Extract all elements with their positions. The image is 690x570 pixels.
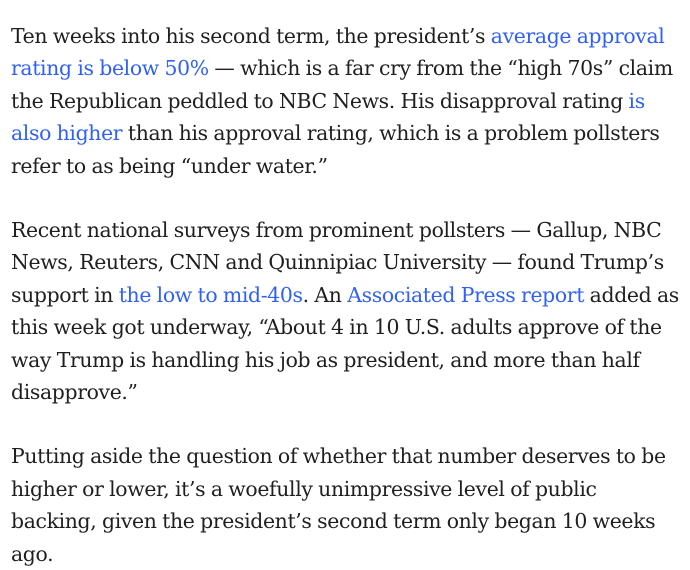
paragraph-text: Ten weeks into his second term, the pres… — [11, 24, 491, 48]
link-disapproval-higher[interactable]: is also higher — [11, 88, 645, 146]
paragraph-text: added as this week got underway, “About … — [11, 282, 679, 405]
paragraph-text: . An — [302, 282, 348, 307]
link-average-approval-rating[interactable]: average approval rating is below 50% — [11, 24, 665, 81]
paragraph-text: — which is a far cry from the “high 70s”… — [11, 56, 673, 113]
paragraph-national-surveys: Recent national surveys from prominent p… — [11, 214, 680, 408]
paragraph-approval-rating: Ten weeks into his second term, the pres… — [11, 20, 680, 182]
paragraph-text: Recent national surveys from prominent p… — [11, 218, 664, 307]
link-low-to-mid-40s[interactable]: the low to mid-40s — [118, 282, 303, 307]
paragraph-public-backing: Putting aside the question of whether th… — [11, 440, 680, 570]
paragraph-text: Putting aside the question of whether th… — [11, 444, 666, 566]
paragraph-text: than his approval rating, which is a pro… — [11, 121, 660, 178]
link-associated-press-report[interactable]: Associated Press report — [347, 282, 585, 307]
